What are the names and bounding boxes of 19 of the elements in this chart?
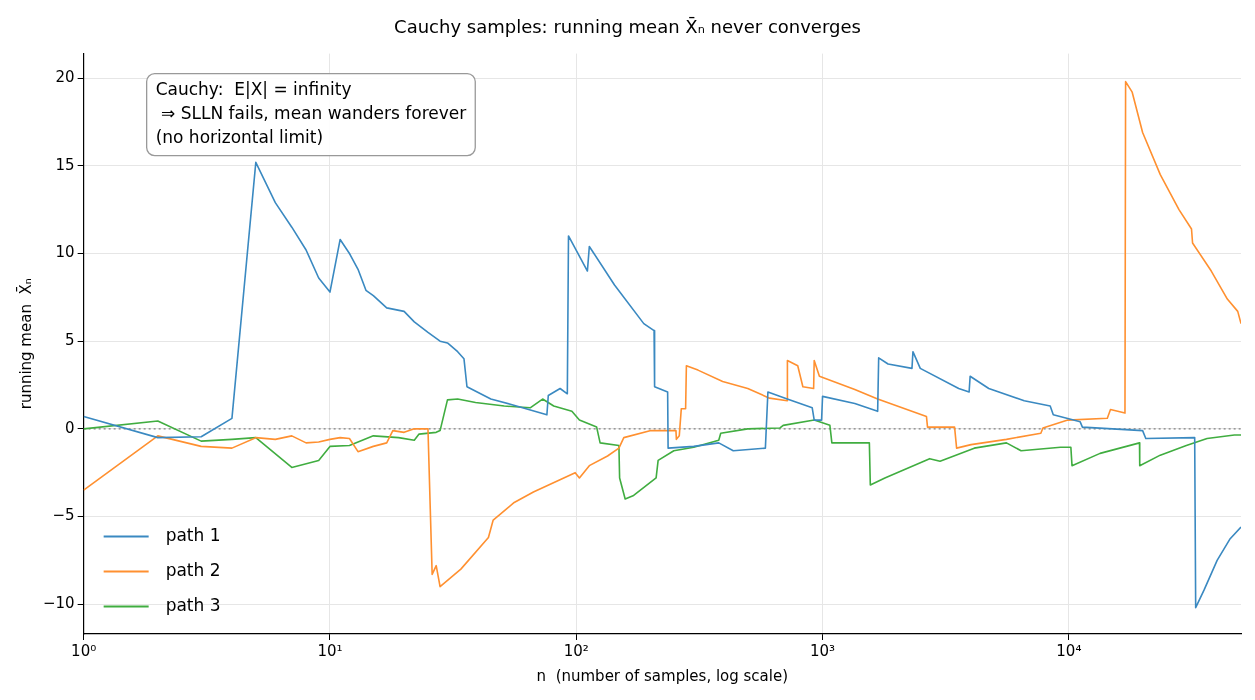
annotation: Cauchy: E|X| = infinity ⇒ SLLN fails, mean wanders forever (no horizontal limit) (155, 79, 467, 148)
legend-label: path 1 (165, 524, 221, 545)
x-axis-title: n (number of samples, log scale) (536, 666, 789, 685)
y-tick-label: 0 (65, 418, 75, 437)
y-tick-label: 5 (65, 331, 75, 350)
legend-label: path 3 (165, 594, 221, 615)
x-tick-label: 10² (563, 641, 589, 660)
x-tick-label: 10¹ (317, 641, 343, 660)
x-tick-label: 10³ (809, 641, 836, 660)
legend-label: path 2 (165, 559, 221, 580)
y-tick-label: 15 (55, 155, 75, 174)
y-tick-label: 10 (55, 243, 75, 262)
x-tick-label: 10⁰ (71, 641, 97, 660)
y-axis-title: running mean X̄ₙ (16, 278, 35, 410)
y-tick-label: −5 (52, 506, 75, 525)
chart-title: Cauchy samples: running mean X̄ₙ never converges (394, 16, 861, 38)
y-tick-label: −10 (43, 594, 75, 613)
y-tick-label: 20 (55, 68, 75, 87)
x-tick-label: 10⁴ (1056, 641, 1082, 660)
